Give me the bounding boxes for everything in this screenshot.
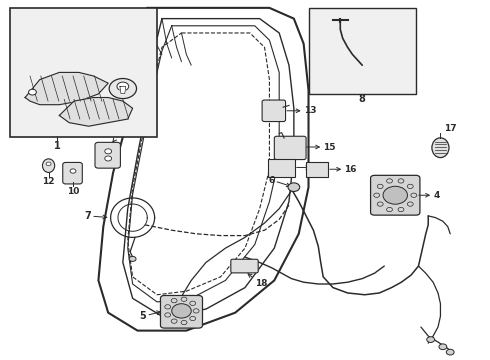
- Circle shape: [181, 297, 187, 301]
- Polygon shape: [120, 86, 126, 94]
- Text: 5: 5: [140, 311, 161, 321]
- Text: 17: 17: [444, 124, 457, 133]
- Circle shape: [407, 184, 413, 189]
- Polygon shape: [59, 98, 133, 126]
- Circle shape: [109, 78, 137, 99]
- Circle shape: [427, 337, 435, 342]
- Text: 2: 2: [17, 55, 30, 78]
- Circle shape: [398, 179, 404, 183]
- Circle shape: [129, 256, 136, 261]
- FancyBboxPatch shape: [95, 142, 121, 168]
- Circle shape: [407, 202, 413, 206]
- Circle shape: [377, 184, 383, 189]
- Circle shape: [171, 298, 177, 303]
- Text: 16: 16: [330, 165, 357, 174]
- Circle shape: [105, 156, 112, 161]
- Text: 1: 1: [53, 141, 60, 151]
- Circle shape: [117, 82, 129, 91]
- Circle shape: [172, 304, 191, 318]
- Text: 10: 10: [67, 187, 79, 196]
- Text: 12: 12: [42, 177, 55, 186]
- Text: 14: 14: [296, 163, 326, 172]
- Circle shape: [165, 313, 171, 317]
- Circle shape: [387, 207, 392, 212]
- Circle shape: [288, 183, 300, 192]
- Circle shape: [446, 349, 454, 355]
- Circle shape: [398, 207, 404, 212]
- Circle shape: [411, 193, 417, 197]
- Bar: [10, 8, 157, 137]
- Circle shape: [165, 305, 171, 309]
- FancyBboxPatch shape: [268, 159, 295, 177]
- Text: 15: 15: [306, 143, 336, 152]
- FancyBboxPatch shape: [63, 162, 82, 184]
- Circle shape: [171, 319, 177, 323]
- Circle shape: [46, 162, 51, 166]
- Circle shape: [377, 202, 383, 206]
- Ellipse shape: [432, 138, 449, 158]
- Text: 4: 4: [419, 191, 440, 200]
- Circle shape: [190, 301, 196, 305]
- FancyBboxPatch shape: [306, 162, 328, 177]
- Circle shape: [193, 309, 199, 313]
- FancyBboxPatch shape: [231, 259, 258, 273]
- Bar: [309, 8, 416, 94]
- Circle shape: [70, 169, 76, 173]
- Text: 13: 13: [287, 106, 316, 115]
- Circle shape: [190, 316, 196, 321]
- Circle shape: [383, 186, 408, 204]
- Circle shape: [28, 89, 36, 95]
- FancyBboxPatch shape: [274, 136, 306, 159]
- Text: 8: 8: [359, 94, 366, 104]
- FancyBboxPatch shape: [262, 100, 286, 122]
- Text: 9: 9: [350, 15, 374, 26]
- Text: 6: 6: [268, 176, 290, 186]
- Text: 11: 11: [113, 129, 125, 142]
- FancyBboxPatch shape: [160, 296, 202, 328]
- Text: 7: 7: [84, 211, 107, 221]
- Polygon shape: [25, 72, 108, 105]
- Text: 3: 3: [117, 42, 124, 74]
- Circle shape: [387, 179, 392, 183]
- FancyBboxPatch shape: [370, 175, 420, 215]
- Circle shape: [105, 149, 112, 154]
- Circle shape: [439, 344, 447, 350]
- Text: 18: 18: [248, 274, 267, 288]
- Circle shape: [181, 320, 187, 325]
- Circle shape: [374, 193, 380, 197]
- Ellipse shape: [43, 159, 55, 172]
